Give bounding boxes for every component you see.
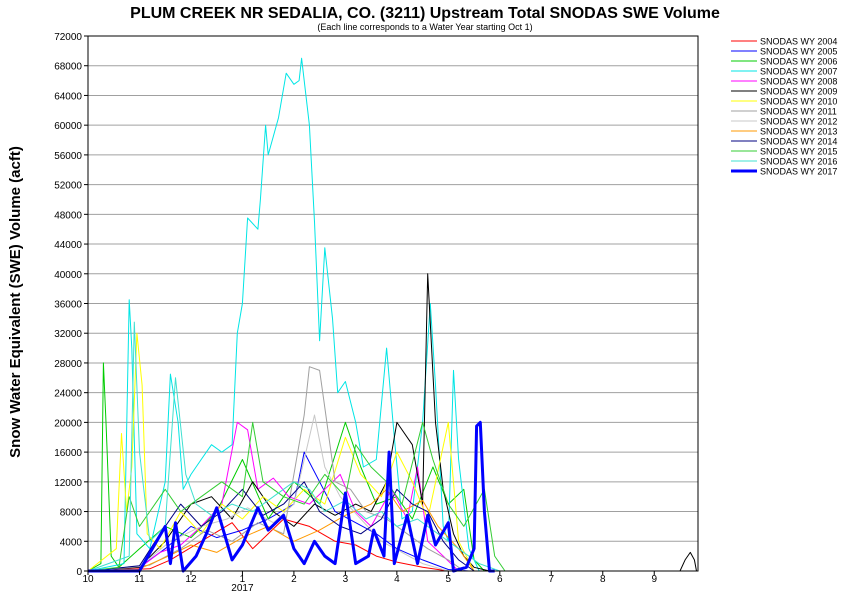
y-tick-label: 72000 (54, 32, 82, 43)
legend-label: SNODAS WY 2008 (760, 77, 837, 87)
legend-item[interactable]: SNODAS WY 2009 (731, 87, 837, 97)
y-tick-label: 40000 (54, 270, 82, 281)
y-tick-label: 20000 (54, 418, 82, 429)
legend-label: SNODAS WY 2005 (760, 47, 837, 57)
y-tick-label: 36000 (54, 300, 82, 311)
y-tick-label: 0 (76, 567, 82, 578)
legend-item[interactable]: SNODAS WY 2016 (731, 157, 837, 167)
series-line-wy2011 (87, 366, 465, 572)
series-line-wy2008 (87, 421, 459, 572)
x-tick-label: 7 (549, 574, 555, 585)
x-tick-label: 6 (497, 574, 503, 585)
x-tick-label: 4 (394, 574, 400, 585)
y-tick-label: 48000 (54, 210, 82, 221)
series-line-wy2013 (87, 488, 475, 572)
y-axis-label: Snow Water Equivalent (SWE) Volume (acft… (7, 146, 24, 458)
legend-label: SNODAS WY 2010 (760, 97, 837, 107)
series-line-wy2006 (87, 362, 485, 572)
x-tick-label: 12 (185, 574, 197, 585)
legend-item[interactable]: SNODAS WY 2006 (731, 57, 837, 67)
legend-label: SNODAS WY 2009 (760, 87, 837, 97)
y-tick-label: 60000 (54, 121, 82, 132)
legend-item[interactable]: SNODAS WY 2008 (731, 77, 837, 87)
legend-label: SNODAS WY 2015 (760, 147, 837, 157)
y-tick-label: 4000 (60, 537, 83, 548)
x-tick-label: 2 (291, 574, 297, 585)
series-lines (87, 57, 697, 573)
legend-label: SNODAS WY 2017 (760, 167, 837, 177)
x-tick-label: 3 (343, 574, 349, 585)
legend-label: SNODAS WY 2014 (760, 137, 837, 147)
y-tick-label: 24000 (54, 389, 82, 400)
legend-label: SNODAS WY 2011 (760, 107, 837, 117)
grid-lines (88, 65, 698, 542)
y-tick-label: 8000 (60, 508, 83, 519)
legend-label: SNODAS WY 2012 (760, 117, 837, 127)
series-line-wy2007 (87, 57, 480, 572)
series-line-wy2016 (87, 321, 500, 572)
x-tick-label: 8 (600, 574, 606, 585)
y-tick-label: 16000 (54, 448, 82, 459)
x-tick-label: 5 (446, 574, 452, 585)
x-tick-label: 9 (651, 574, 657, 585)
y-tick-labels: 0 4000 8000 12000 16000 20000 24000 28000 32000 3… (54, 32, 88, 578)
y-tick-label: 56000 (54, 151, 82, 162)
legend-label: SNODAS WY 2016 (760, 157, 837, 167)
y-tick-label: 12000 (54, 478, 82, 489)
x-tick-label: 10 (82, 574, 94, 585)
legend-item[interactable]: SNODAS WY 2014 (731, 137, 837, 147)
series-line-wy2017 (88, 420, 495, 573)
legend-item[interactable]: SNODAS WY 2011 (731, 107, 837, 117)
y-tick-label: 32000 (54, 329, 82, 340)
legend-item[interactable]: SNODAS WY 2013 (731, 127, 837, 137)
y-tick-label: 28000 (54, 359, 82, 370)
series-line-wy2010 (87, 332, 475, 572)
chart-subtitle: (Each line corresponds to a Water Year s… (317, 22, 532, 32)
series-line-wy2014 (87, 481, 475, 572)
chart-title: PLUM CREEK NR SEDALIA, CO. (3211) Upstre… (130, 5, 720, 22)
y-tick-label: 52000 (54, 181, 82, 192)
legend-item[interactable]: SNODAS WY 2012 (731, 117, 837, 127)
y-tick-label: 44000 (54, 240, 82, 251)
legend-item[interactable]: SNODAS WY 2005 (731, 47, 837, 57)
legend-item[interactable]: SNODAS WY 2010 (731, 97, 837, 107)
series-line-wy2012 (87, 414, 449, 572)
legend-label: SNODAS WY 2007 (760, 67, 837, 77)
legend-item[interactable]: SNODAS WY 2007 (731, 67, 837, 77)
legend-item[interactable]: SNODAS WY 2017 (731, 167, 837, 177)
legend-label: SNODAS WY 2006 (760, 57, 837, 67)
legend-label: SNODAS WY 2013 (760, 127, 837, 137)
legend-item[interactable]: SNODAS WY 2004 (731, 37, 837, 47)
x-year-label: 2017 (231, 583, 254, 594)
x-tick-labels: 10 11 12 1 2 3 4 5 6 7 8 9 (82, 571, 657, 585)
y-tick-label: 64000 (54, 91, 82, 102)
legend-label: SNODAS WY 2004 (760, 37, 837, 47)
y-tick-label: 68000 (54, 62, 82, 73)
legend-item[interactable]: SNODAS WY 2015 (731, 147, 837, 157)
x-tick-label: 11 (134, 574, 145, 585)
x-tick-label: 1 (240, 574, 246, 585)
